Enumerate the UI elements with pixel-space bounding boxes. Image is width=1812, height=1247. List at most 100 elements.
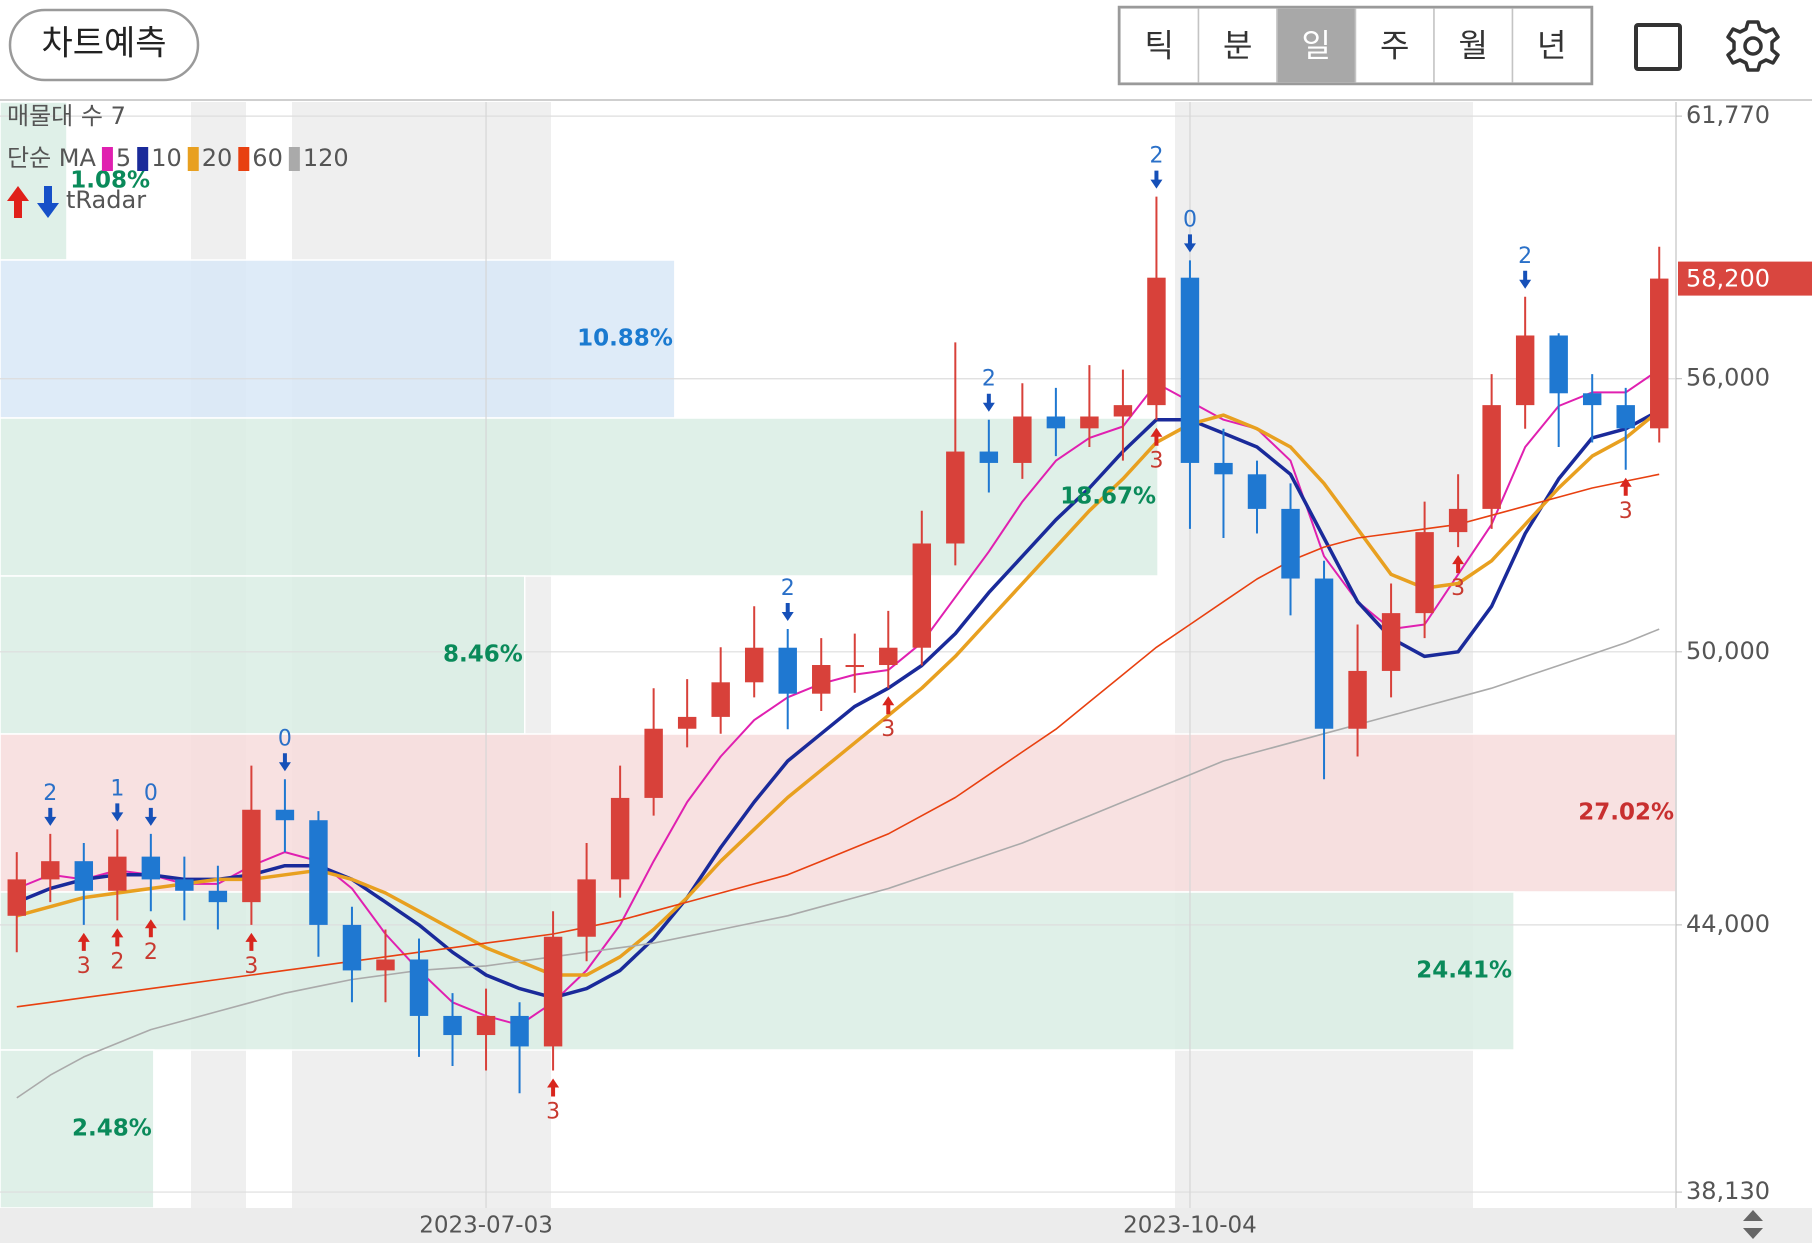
candle-body bbox=[1281, 508, 1300, 579]
sell-arrow bbox=[44, 807, 57, 826]
candle-body bbox=[1113, 405, 1133, 417]
gear-hole[interactable] bbox=[1743, 36, 1763, 56]
period-label[interactable]: 분 bbox=[1223, 27, 1252, 65]
ma-line bbox=[16, 628, 1660, 1099]
legend-label: 120 bbox=[303, 144, 349, 172]
candle-body bbox=[141, 856, 161, 880]
volume-zone-label: 10.88% bbox=[577, 326, 673, 352]
predict-button[interactable] bbox=[8, 8, 200, 82]
buy-arrow bbox=[882, 696, 895, 715]
legend-label: 5 bbox=[116, 144, 131, 172]
buy-signal-label: 3 bbox=[1619, 499, 1633, 524]
volume-zone bbox=[0, 259, 676, 419]
y-tick-label: 56,000 bbox=[1686, 364, 1770, 392]
candle-body bbox=[1314, 578, 1334, 729]
candle-body bbox=[1180, 277, 1200, 463]
legend-label: 60 bbox=[252, 144, 283, 172]
candle-body bbox=[1549, 335, 1568, 394]
candle-body bbox=[577, 879, 596, 937]
sell-arrow bbox=[1183, 234, 1196, 253]
candle-body bbox=[108, 856, 127, 891]
sell-signal-label: 2 bbox=[1518, 244, 1532, 269]
buy-arrow bbox=[1150, 427, 1163, 446]
x-axis-band bbox=[0, 1208, 1812, 1243]
candle-body bbox=[1147, 277, 1166, 406]
legend-label: 20 bbox=[202, 144, 233, 172]
buy-arrow bbox=[547, 1078, 560, 1097]
buy-signal-label: 3 bbox=[881, 717, 895, 742]
ma-legend-label: 단순 MA bbox=[7, 144, 96, 172]
volume-zone bbox=[0, 575, 526, 735]
sell-signal-label: 2 bbox=[982, 367, 996, 392]
fullscreen-icon[interactable] bbox=[1634, 23, 1682, 71]
period-label[interactable]: 년 bbox=[1537, 27, 1566, 65]
x-tick-label: 2023-07-03 bbox=[419, 1213, 553, 1239]
period-label[interactable]: 주 bbox=[1380, 27, 1409, 65]
candle-body bbox=[409, 959, 429, 1016]
period-label[interactable]: 틱 bbox=[1145, 27, 1174, 65]
period-button[interactable] bbox=[1433, 7, 1514, 84]
buy-signal-label: 3 bbox=[77, 954, 91, 979]
candle-body bbox=[175, 879, 194, 891]
scale-toggle-icon[interactable] bbox=[1743, 1210, 1763, 1239]
legend-swatch bbox=[288, 147, 300, 171]
x-tick-label: 2023-10-04 bbox=[1123, 1213, 1257, 1239]
candle-body bbox=[711, 682, 730, 717]
sell-arrow bbox=[111, 803, 124, 822]
candle-body bbox=[610, 797, 630, 880]
legend-swatch bbox=[137, 147, 149, 171]
candle-body bbox=[1482, 405, 1501, 509]
candle-body bbox=[879, 647, 898, 666]
x-axis: 2023-07-03 2023-10-04 bbox=[419, 1213, 1257, 1239]
volume-zone-label: 1.08% bbox=[70, 168, 150, 194]
candle-body bbox=[74, 861, 94, 891]
buy-arrow bbox=[245, 932, 258, 951]
volume-zone-label: 2.48% bbox=[72, 1116, 152, 1142]
period-button[interactable] bbox=[1354, 7, 1435, 84]
down-arrow-icon bbox=[37, 186, 59, 218]
period-button[interactable] bbox=[1276, 7, 1357, 84]
sell-arrow bbox=[144, 807, 157, 826]
gear-outline[interactable] bbox=[1726, 20, 1780, 72]
volume-zone bbox=[0, 101, 68, 261]
buy-arrow bbox=[111, 928, 124, 947]
buy-signal-label: 2 bbox=[110, 949, 124, 974]
candle-body bbox=[41, 861, 60, 880]
candle-body bbox=[912, 543, 932, 648]
sell-signal-label: 1 bbox=[110, 776, 124, 801]
period-label[interactable]: 월 bbox=[1459, 27, 1488, 65]
legend-swatch bbox=[187, 147, 199, 171]
sell-signal-label: 2 bbox=[43, 781, 57, 806]
candle-body bbox=[1582, 393, 1602, 406]
candle-body bbox=[1080, 416, 1099, 429]
ma-line bbox=[16, 409, 1661, 977]
period-label[interactable]: 일 bbox=[1302, 27, 1331, 65]
buy-arrow bbox=[144, 919, 157, 938]
candle-body bbox=[1515, 335, 1535, 406]
volume-zone-label: 24.41% bbox=[1416, 958, 1512, 984]
legend-swatch bbox=[238, 147, 250, 171]
sell-signal-label: 0 bbox=[278, 726, 292, 751]
candle-body bbox=[208, 890, 228, 903]
legend: 매물대 수 7 tRadar 단순 MA 5 10 20 60 120 bbox=[7, 102, 349, 218]
candle-body bbox=[946, 451, 965, 544]
y-axis: 38,130 44,000 50,000 56,000 61,770 58,200 bbox=[1676, 101, 1812, 1205]
settings-icon[interactable] bbox=[1726, 20, 1780, 72]
candles bbox=[7, 196, 1669, 1094]
candle-body bbox=[1381, 613, 1401, 671]
toolbar: 차트예측 틱 분 일 주 월 년 bbox=[0, 5, 1812, 101]
indicator-label: tRadar bbox=[66, 186, 146, 214]
candle-body bbox=[1348, 670, 1367, 729]
sell-signal-label: 2 bbox=[781, 576, 795, 601]
current-price-label: 58,200 bbox=[1686, 265, 1770, 293]
predict-button-label[interactable]: 차트예측 bbox=[41, 24, 166, 64]
candle-body bbox=[744, 647, 764, 683]
period-button[interactable] bbox=[1511, 7, 1592, 84]
candle-body bbox=[1214, 462, 1233, 475]
candle-body bbox=[1616, 405, 1635, 429]
candle-body bbox=[342, 924, 362, 971]
volume-zone bbox=[0, 1049, 155, 1209]
y-tick-label: 61,770 bbox=[1686, 101, 1770, 129]
sell-arrow bbox=[1150, 170, 1163, 189]
